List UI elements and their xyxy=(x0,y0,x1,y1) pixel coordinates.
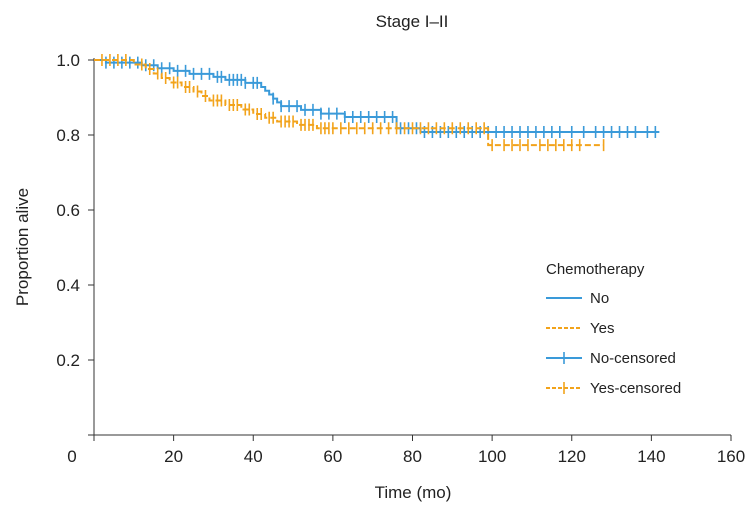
series-layer xyxy=(94,54,660,152)
y-tick-label: 0.6 xyxy=(56,201,80,220)
y-axis-label: Proportion alive xyxy=(13,188,32,306)
survival-curve-yes xyxy=(94,59,604,147)
legend-label: No xyxy=(590,290,609,307)
x-tick-label: 0 xyxy=(67,447,76,466)
series-no xyxy=(94,56,660,138)
x-tick-label: 100 xyxy=(478,447,506,466)
legend-label: No-censored xyxy=(590,350,676,367)
x-tick-label: 60 xyxy=(323,447,342,466)
legend-title: Chemotherapy xyxy=(546,261,645,278)
legend-label: Yes xyxy=(590,320,614,337)
x-tick-label: 140 xyxy=(637,447,665,466)
axes: 0 20 40 60 80 100 120 140 160 0.2 0.4 0.6 0.8 1.0 xyxy=(56,51,745,466)
chart-title: Stage I–II xyxy=(376,12,449,31)
x-axis-label: Time (mo) xyxy=(375,483,452,502)
y-tick-label: 1.0 xyxy=(56,51,80,70)
x-tick-label: 80 xyxy=(403,447,422,466)
series-yes xyxy=(94,54,605,152)
y-tick-label: 0.2 xyxy=(56,351,80,370)
y-tick-label: 0.8 xyxy=(56,126,80,145)
legend-label: Yes-censored xyxy=(590,380,681,397)
y-tick-label: 0.4 xyxy=(56,276,80,295)
legend: Chemotherapy No Yes No-censored Yes-censore… xyxy=(546,261,681,397)
x-tick-label: 20 xyxy=(164,447,183,466)
x-tick-label: 120 xyxy=(558,447,586,466)
x-tick-label: 160 xyxy=(717,447,745,466)
survival-curve-no xyxy=(94,59,660,133)
x-tick-label: 40 xyxy=(244,447,263,466)
